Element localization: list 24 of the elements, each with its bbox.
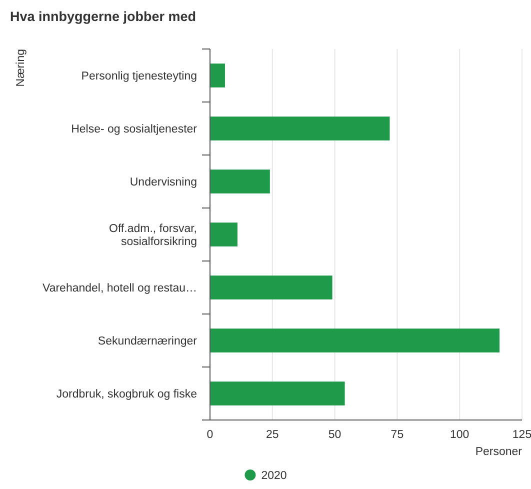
x-tick-label: 25 [266, 429, 279, 441]
bar [210, 276, 332, 300]
x-tick-label: 75 [390, 429, 404, 441]
bar [210, 222, 238, 246]
bar [210, 328, 500, 352]
x-tick-label: 0 [206, 429, 214, 441]
x-tick-label: 100 [450, 429, 470, 441]
bar [210, 170, 270, 194]
y-tick-label: Sekundærnæringer [98, 336, 198, 348]
y-axis-title: Næring [15, 49, 27, 87]
y-tick-label: Personlig tjenesteyting [81, 70, 197, 82]
legend-label: 2020 [261, 470, 287, 482]
y-tick-label: Off.adm., forsvar, sosialforsikring [109, 223, 197, 248]
x-tick-label: 50 [328, 429, 342, 441]
chart-title: Hva innbyggerne jobber med [10, 9, 196, 24]
y-tick-label: Helse- og sosialtjenester [71, 124, 198, 136]
bar [210, 116, 390, 140]
y-tick-label: Undervisning [130, 176, 197, 188]
y-tick-label: Jordbruk, skogbruk og fiske [56, 388, 197, 400]
bar [210, 382, 345, 406]
x-axis-title: Personer [475, 446, 522, 458]
bar [210, 64, 225, 88]
y-tick-label: Varehandel, hotell og restau… [42, 282, 197, 294]
x-tick-label: 125 [512, 429, 531, 441]
